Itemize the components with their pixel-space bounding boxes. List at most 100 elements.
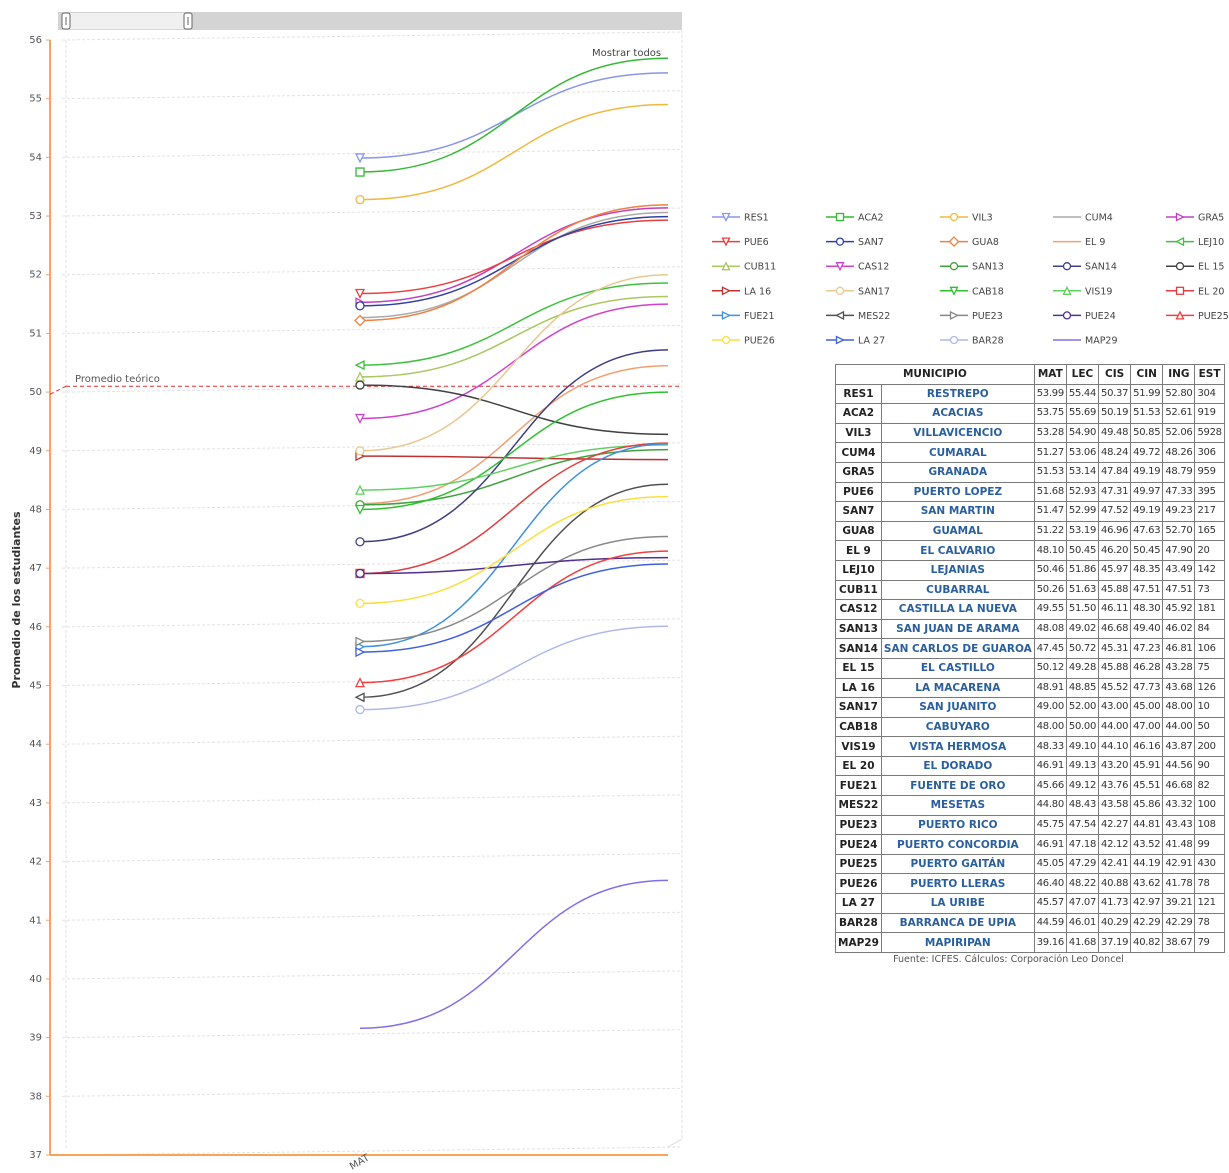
table-header-lec: LEC — [1066, 365, 1098, 385]
legend-item-san17[interactable]: SAN17 — [826, 286, 890, 297]
cell-value: 959 — [1195, 462, 1224, 482]
grid-line — [62, 1147, 682, 1155]
legend-label: EL 20 — [1198, 286, 1224, 297]
cell-value: 48.33 — [1034, 737, 1066, 757]
cell-value: 51.68 — [1034, 482, 1066, 502]
legend-item-res1[interactable]: RES1 — [712, 213, 769, 224]
cell-value: 46.40 — [1034, 874, 1066, 894]
series-marker — [1177, 312, 1184, 319]
legend-item-la27[interactable]: LA 27 — [826, 336, 885, 347]
cell-value: 48.08 — [1034, 619, 1066, 639]
cell-value: 43.58 — [1099, 796, 1131, 816]
series-line-mes22[interactable] — [360, 484, 668, 697]
series-line-lej10[interactable] — [360, 283, 668, 365]
series-line-pue24[interactable] — [360, 558, 668, 574]
legend-item-la16[interactable]: LA 16 — [712, 286, 771, 297]
series-marker — [1064, 287, 1071, 294]
cell-municipio: CUBARRAL — [881, 580, 1034, 600]
series-line-vil3[interactable] — [360, 105, 668, 200]
legend-item-mes22[interactable]: MES22 — [826, 311, 890, 322]
y-tick-label: 45 — [29, 681, 42, 692]
cell-value: 47.73 — [1131, 678, 1163, 698]
legend-label: MAP29 — [1085, 336, 1118, 347]
legend-label: SAN7 — [858, 237, 884, 248]
legend-item-map29[interactable]: MAP29 — [1053, 336, 1118, 347]
legend-item-el15[interactable]: EL 15 — [1166, 262, 1224, 273]
series-line-la16[interactable] — [360, 456, 668, 460]
cell-value: 200 — [1195, 737, 1224, 757]
cell-value: 78 — [1195, 913, 1224, 933]
legend-item-cas12[interactable]: CAS12 — [826, 262, 889, 273]
series-line-pue25[interactable] — [360, 551, 668, 682]
legend-label: RES1 — [744, 213, 769, 224]
legend-item-san7[interactable]: SAN7 — [826, 237, 884, 248]
series-line-cas12[interactable] — [360, 304, 668, 418]
series-marker — [723, 214, 730, 221]
series-line-map29[interactable] — [360, 880, 668, 1028]
legend-item-el20[interactable]: EL 20 — [1166, 286, 1224, 297]
range-scrollbar-window[interactable] — [70, 13, 190, 29]
legend-item-el9[interactable]: EL 9 — [1053, 237, 1105, 248]
series-line-el20[interactable] — [360, 443, 668, 573]
legend-item-pue25[interactable]: PUE25 — [1166, 311, 1229, 322]
series-marker — [1177, 238, 1184, 245]
cell-value: 49.40 — [1131, 619, 1163, 639]
legend-item-aca2[interactable]: ACA2 — [826, 213, 884, 224]
legend-item-vil3[interactable]: VIL3 — [940, 213, 993, 224]
legend-label: PUE24 — [1085, 311, 1116, 322]
legend-item-pue6[interactable]: PUE6 — [712, 237, 769, 248]
cell-code: LEJ10 — [836, 560, 882, 580]
legend-item-bar28[interactable]: BAR28 — [940, 336, 1004, 347]
legend-item-lej10[interactable]: LEJ10 — [1166, 237, 1224, 248]
series-marker — [1177, 287, 1184, 294]
legend-label: GRA5 — [1198, 213, 1224, 224]
cell-value: 51.53 — [1034, 462, 1066, 482]
legend-item-pue23[interactable]: PUE23 — [940, 311, 1003, 322]
table-row: PUE23 PUERTO RICO 45.75 47.54 42.27 44.81 43.4… — [836, 815, 1225, 835]
legend-item-cub11[interactable]: CUB11 — [712, 262, 776, 273]
legend-label: PUE6 — [744, 237, 769, 248]
legend-item-san13[interactable]: SAN13 — [940, 262, 1004, 273]
cell-value: 51.50 — [1066, 600, 1098, 620]
legend-label: LEJ10 — [1198, 237, 1224, 248]
legend-item-pue24[interactable]: PUE24 — [1053, 311, 1116, 322]
series-line-cum4[interactable] — [360, 213, 668, 318]
legend-item-gua8[interactable]: GUA8 — [940, 237, 999, 248]
legend-item-gra5[interactable]: GRA5 — [1166, 213, 1224, 224]
series-marker — [356, 569, 364, 577]
legend-item-pue26[interactable]: PUE26 — [712, 336, 775, 347]
cell-municipio: FUENTE DE ORO — [881, 776, 1034, 796]
cell-value: 52.93 — [1066, 482, 1098, 502]
cell-code: GRA5 — [836, 462, 882, 482]
series-marker — [356, 706, 364, 714]
legend-item-san14[interactable]: SAN14 — [1053, 262, 1117, 273]
cell-value: 52.00 — [1066, 698, 1098, 718]
series-line-pue26[interactable] — [360, 497, 668, 604]
cell-code: BAR28 — [836, 913, 882, 933]
y-tick-label: 37 — [29, 1150, 42, 1161]
cell-value: 48.35 — [1131, 560, 1163, 580]
legend-item-cum4[interactable]: CUM4 — [1053, 213, 1113, 224]
grid-line — [62, 678, 682, 686]
legend-label: SAN13 — [972, 262, 1004, 273]
cell-value: 43.00 — [1099, 698, 1131, 718]
series-line-pue23[interactable] — [360, 536, 668, 641]
cell-value: 49.23 — [1163, 502, 1195, 522]
cell-municipio: CUMARAL — [881, 443, 1034, 463]
series-marker — [1177, 263, 1184, 270]
series-line-el15[interactable] — [360, 385, 668, 434]
legend-item-fue21[interactable]: FUE21 — [712, 311, 775, 322]
cell-value: 53.28 — [1034, 423, 1066, 443]
cell-value: 43.62 — [1131, 874, 1163, 894]
series-line-san7[interactable] — [360, 217, 668, 306]
cell-municipio: BARRANCA DE UPIA — [881, 913, 1034, 933]
legend-item-cab18[interactable]: CAB18 — [940, 286, 1004, 297]
series-line-bar28[interactable] — [360, 626, 668, 709]
cell-value: 50.12 — [1034, 658, 1066, 678]
legend[interactable]: RES1 ACA2 VIL3 CUM4 GRA5 PUE6 SAN7 GUA8 EL 9 LEJ1… — [712, 213, 1229, 347]
legend-item-vis19[interactable]: VIS19 — [1053, 286, 1112, 297]
cell-value: 47.29 — [1066, 854, 1098, 874]
cell-value: 49.72 — [1131, 443, 1163, 463]
show-all-button[interactable]: Mostrar todos — [592, 48, 661, 59]
series-line-pue6[interactable] — [360, 220, 668, 293]
